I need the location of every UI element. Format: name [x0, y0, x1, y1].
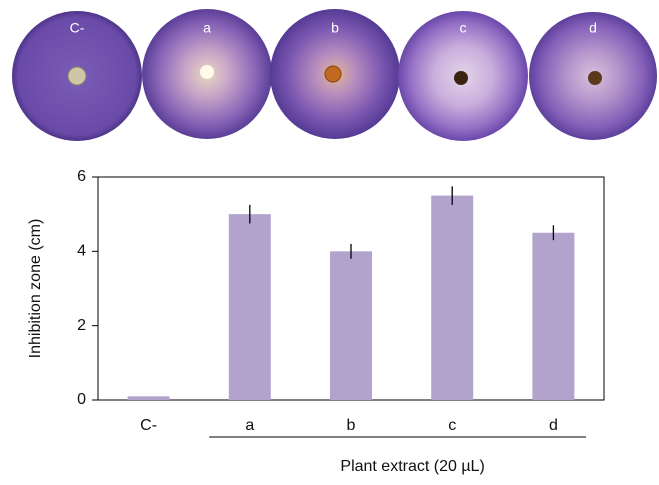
x-tick-label: b: [347, 417, 356, 434]
figure: C-a b c d 0 2 4 6 Inhibition zone (cm) C-a b c d Plan…: [0, 0, 659, 485]
y-tick-label: 0: [77, 391, 86, 408]
bar: [330, 251, 372, 400]
x-tick-label: a: [245, 417, 254, 434]
well: [588, 71, 602, 85]
bar: [431, 196, 473, 400]
bar: [128, 396, 170, 400]
plate-label: d: [589, 20, 597, 36]
well: [68, 67, 86, 85]
well: [200, 65, 214, 79]
y-axis-label: Inhibition zone (cm): [27, 219, 44, 359]
well: [454, 71, 468, 85]
well: [325, 66, 341, 82]
x-tick-label: c: [448, 417, 456, 434]
plate-label: C-: [70, 20, 85, 36]
bar: [532, 233, 574, 400]
plate-label: b: [331, 20, 339, 36]
x-tick-label: d: [549, 417, 558, 434]
plate-label: a: [203, 20, 211, 36]
y-tick-label: 2: [77, 317, 86, 334]
y-tick-label: 6: [77, 168, 86, 185]
x-axis-label: Plant extract (20 µL): [340, 458, 484, 475]
y-tick-label: 4: [77, 243, 86, 260]
x-tick-label: C-: [140, 417, 157, 434]
bar: [229, 214, 271, 400]
plate-label: c: [460, 20, 467, 36]
